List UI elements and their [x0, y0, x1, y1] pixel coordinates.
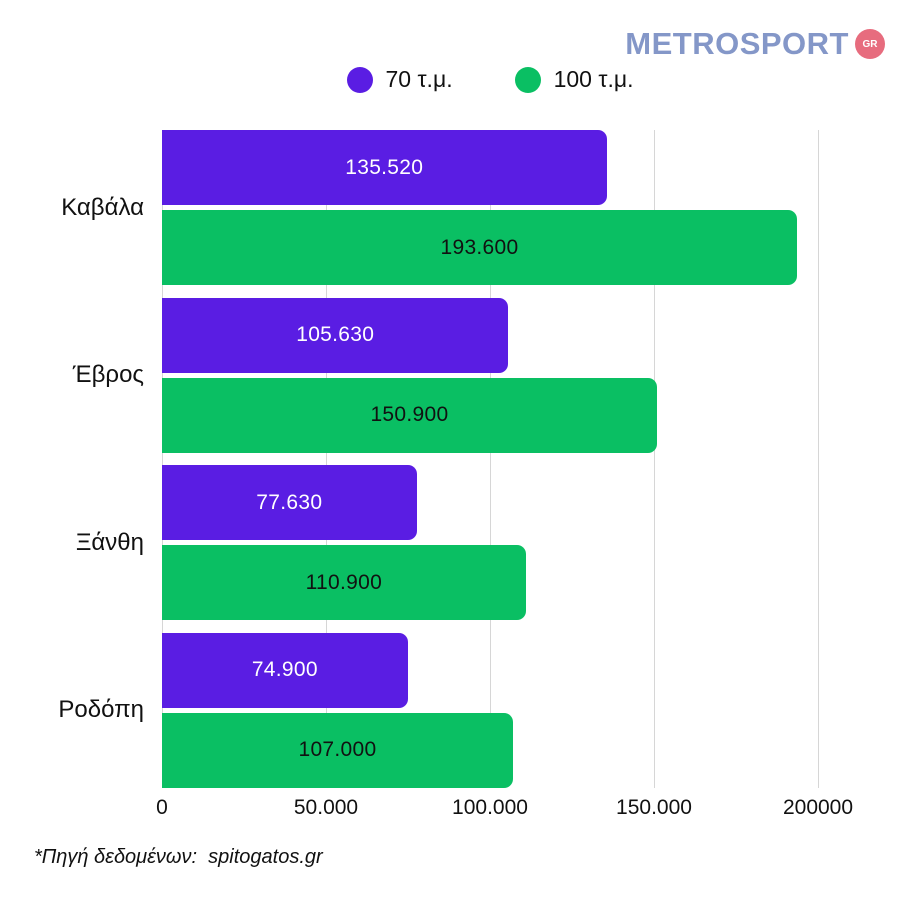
gridlines	[161, 130, 819, 788]
x-axis-tick-label: 150.000	[616, 796, 692, 819]
bars: 135.520 193.600 105.630 150.900 77.630 110.90…	[162, 130, 818, 788]
x-axis-tick-label: 0	[156, 796, 168, 819]
category-labels: Καβάλα Έβρος Ξάνθη Ροδόπη	[0, 130, 150, 788]
bar-value-label: 193.600	[440, 235, 519, 259]
bar-value-label: 107.000	[298, 738, 377, 761]
category-label: Ροδόπη	[58, 696, 144, 723]
bar-100tm: 193.600	[162, 210, 797, 285]
bar-value-label: 77.630	[256, 490, 323, 514]
bar-value-label: 105.630	[296, 323, 375, 346]
legend-dot	[346, 66, 373, 93]
bar-value-label: 74.900	[251, 658, 318, 681]
gridline	[325, 130, 327, 788]
logo-text: METROSPORT	[625, 26, 849, 61]
gridline	[817, 130, 819, 788]
gridline	[161, 130, 163, 788]
bar-100tm: 110.900	[162, 545, 526, 620]
plot-area: 135.520 193.600 105.630 150.900 77.630 110.90…	[161, 130, 819, 788]
gridline	[653, 130, 655, 788]
logo-gr-badge: GR	[855, 29, 885, 59]
gridline	[489, 130, 491, 788]
x-axis-tick-labels: 0 50.000 100.000 150.000 200000	[156, 796, 853, 826]
bar-value-label: 110.900	[305, 570, 383, 594]
bar-100tm: 150.900	[162, 377, 657, 453]
bar-100tm: 107.000	[162, 712, 513, 788]
x-axis-tick-label: 50.000	[293, 796, 359, 819]
legend-item: 100 τ.μ.	[514, 66, 634, 93]
bar-value-label: 135.520	[345, 155, 424, 179]
legend-item: 70 τ.μ.	[346, 66, 453, 93]
bar-70tm: 74.900	[162, 632, 408, 708]
x-axis-tick-label: 100.000	[452, 796, 528, 819]
bar-value-label: 150.900	[370, 403, 449, 426]
legend-dot	[514, 66, 541, 93]
legend-label: 70 τ.μ.	[385, 66, 453, 92]
source-note: *Πηγή δεδομένων: spitogatos.gr	[34, 846, 323, 868]
bar-70tm: 135.520	[162, 130, 607, 205]
legend: 70 τ.μ. 100 τ.μ.	[162, 66, 818, 93]
category-label: Ξάνθη	[75, 528, 144, 556]
bar-70tm: 77.630	[162, 465, 417, 540]
category-label: Καβάλα	[61, 193, 144, 221]
x-axis-tick-label: 200000	[782, 796, 854, 819]
category-label: Έβρος	[72, 361, 144, 388]
legend-label: 100 τ.μ.	[553, 66, 634, 92]
logo: METROSPORT GR	[625, 26, 885, 62]
bar-70tm: 105.630	[162, 297, 509, 373]
